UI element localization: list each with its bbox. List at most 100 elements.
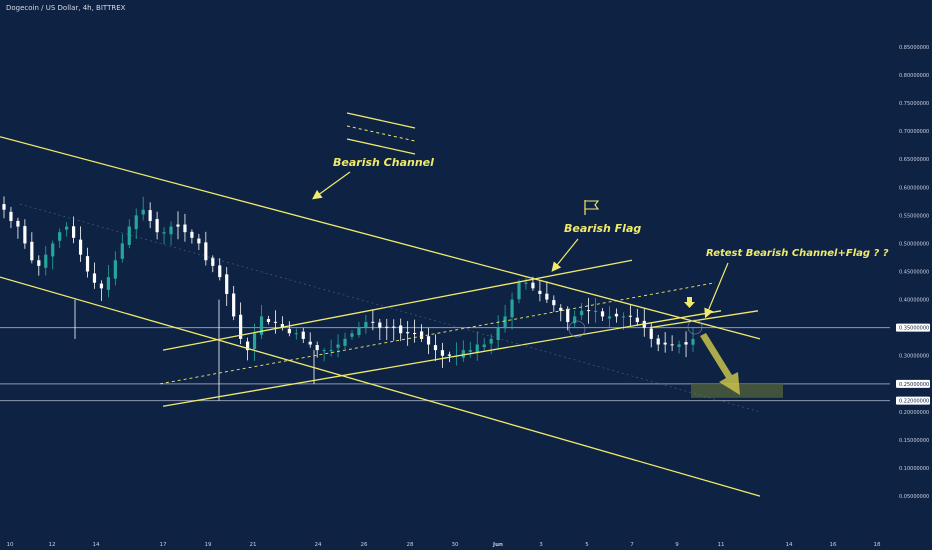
candle xyxy=(92,262,97,289)
retest-circle-right xyxy=(687,319,703,335)
y-tick-label: 0.55000000 xyxy=(899,213,929,219)
y-tick-label: 0.30000000 xyxy=(899,354,929,360)
candle xyxy=(559,304,563,322)
decorations-layer xyxy=(346,112,703,338)
channel-midline xyxy=(19,203,761,413)
trendline[interactable] xyxy=(162,259,633,351)
x-tick-label: 26 xyxy=(361,542,368,548)
candle xyxy=(545,281,549,304)
candle xyxy=(433,334,438,362)
candle xyxy=(343,332,347,349)
candle xyxy=(190,229,194,244)
flag-icon xyxy=(584,200,600,215)
candle xyxy=(120,233,124,263)
candle xyxy=(357,322,361,338)
candle xyxy=(232,285,236,321)
candle xyxy=(392,319,396,341)
candle xyxy=(308,332,312,348)
candle xyxy=(155,211,159,240)
candle xyxy=(364,314,368,334)
candle xyxy=(197,233,201,251)
trendline[interactable] xyxy=(0,276,761,497)
svg-text:0.22000000: 0.22000000 xyxy=(899,399,929,405)
candle xyxy=(51,240,55,270)
candle xyxy=(406,321,410,346)
svg-text:0.35000000: 0.35000000 xyxy=(899,326,929,332)
y-tick-label: 0.60000000 xyxy=(899,185,929,191)
candle xyxy=(148,202,152,229)
candle xyxy=(336,334,340,358)
candle xyxy=(413,319,417,343)
projection-arrow xyxy=(700,333,740,395)
y-tick-label: 0.70000000 xyxy=(899,129,929,135)
candle xyxy=(677,340,681,354)
y-tick-label: 0.65000000 xyxy=(899,157,929,163)
retest-circle-left xyxy=(568,320,586,338)
candle xyxy=(9,206,13,229)
candle xyxy=(510,292,514,330)
candle xyxy=(294,328,298,340)
candle xyxy=(162,227,166,245)
candle xyxy=(37,255,41,276)
y-tick-label: 0.85000000 xyxy=(899,45,929,51)
x-tick-label: 10 xyxy=(7,542,14,548)
candle xyxy=(419,324,424,342)
candle xyxy=(2,196,6,219)
candles-layer xyxy=(2,196,695,401)
candle xyxy=(593,297,598,323)
x-tick-label: 16 xyxy=(830,542,837,548)
trendline[interactable] xyxy=(162,310,722,407)
candle xyxy=(252,323,257,362)
chart-title: Dogecoin / US Dollar, 4h, BITTREX xyxy=(6,4,126,12)
candle xyxy=(426,327,431,355)
candle xyxy=(266,315,271,325)
candle xyxy=(71,216,76,244)
x-tick-label: 18 xyxy=(874,542,881,548)
annotation-bearish-flag: Bearish Flag xyxy=(564,222,641,235)
candle xyxy=(691,326,695,352)
x-tick-label: 30 xyxy=(452,542,459,548)
y-tick-label: 0.40000000 xyxy=(899,298,929,304)
candle xyxy=(385,318,389,341)
candle xyxy=(635,308,639,326)
candle xyxy=(468,341,472,358)
candle xyxy=(573,310,577,329)
candle xyxy=(580,303,584,320)
channel-icon-top xyxy=(346,112,416,129)
trendline[interactable] xyxy=(0,136,761,340)
candle xyxy=(587,297,591,324)
flag-lower-extension xyxy=(649,310,759,329)
candle xyxy=(350,330,354,340)
candle xyxy=(552,295,556,312)
candle xyxy=(280,316,284,331)
candle xyxy=(440,342,445,368)
candle xyxy=(538,280,542,302)
y-axis: 0.85000000 0.80000000 0.75000000 0.70000000… xyxy=(896,45,930,500)
candle xyxy=(134,208,138,240)
y-tick-label: 0.45000000 xyxy=(899,270,929,276)
x-tick-label: 14 xyxy=(786,542,793,548)
candle xyxy=(371,309,375,331)
candle xyxy=(524,277,528,290)
candle xyxy=(461,340,465,362)
flag-midline xyxy=(159,282,716,385)
y-tick-label: 0.10000000 xyxy=(899,466,929,472)
y-tick-label: 0.05000000 xyxy=(899,494,929,500)
candle xyxy=(614,308,619,323)
candle xyxy=(322,347,326,362)
candle xyxy=(301,327,305,343)
candle xyxy=(259,304,264,339)
x-tick-label: 5 xyxy=(585,542,589,548)
x-tick-label: 28 xyxy=(407,542,414,548)
svg-text:0.25000000: 0.25000000 xyxy=(899,382,929,388)
x-tick-label: 14 xyxy=(93,542,100,548)
y-tick-label: 0.80000000 xyxy=(899,73,929,79)
candle xyxy=(482,337,486,352)
candle xyxy=(127,219,131,249)
candle xyxy=(378,318,382,341)
price-tag: 0.25000000 xyxy=(896,379,930,388)
candle xyxy=(218,258,222,281)
candle xyxy=(85,247,90,278)
